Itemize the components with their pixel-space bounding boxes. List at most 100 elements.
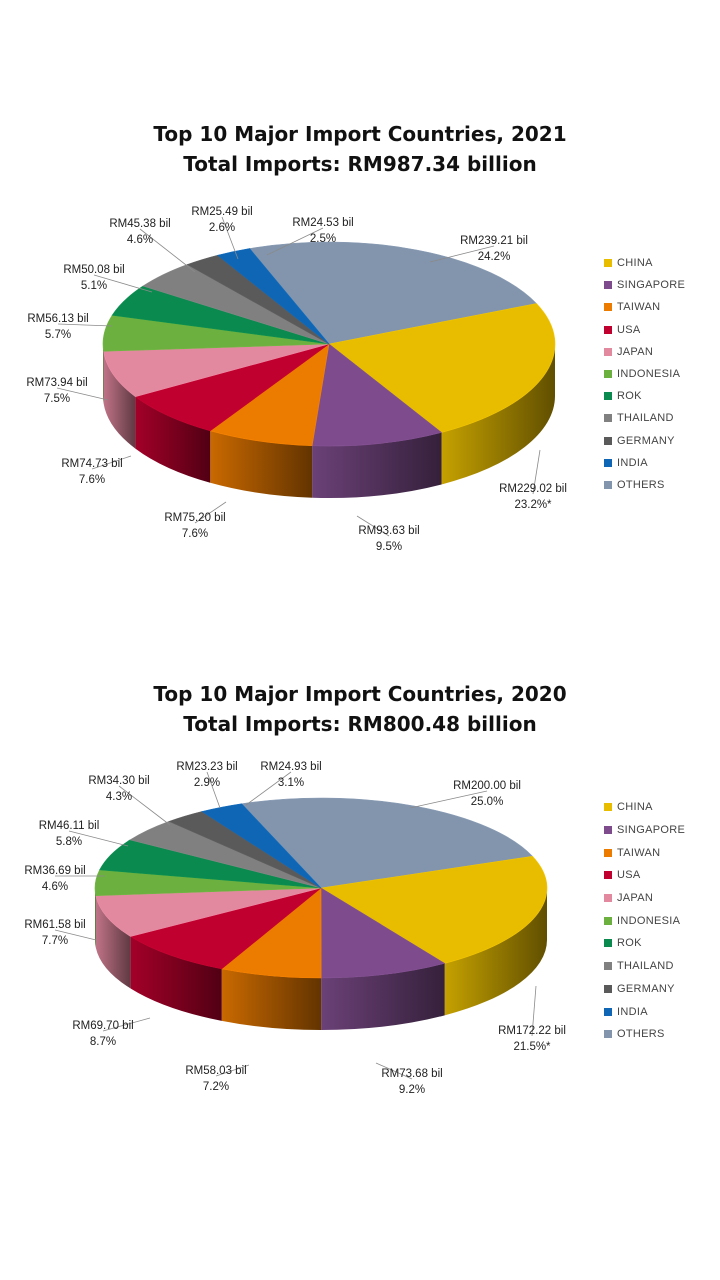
value-label-india: RM24.93 bil (260, 761, 321, 773)
percent-label-taiwan: 7.6% (182, 528, 208, 540)
pie-slice-taiwan[interactable] (221, 887, 322, 979)
legend-item-germany: GERMANY (604, 430, 685, 452)
legend-swatch (604, 894, 612, 903)
data-labels: RM229.02 bil 23.2%* RM93.63 bil 9.5% RM75.20… (26, 206, 567, 553)
legend-label: USA (617, 869, 641, 882)
pie-chart-2021: Top 10 Major Import Countries, 2021 Tota… (0, 100, 720, 660)
legend-item-taiwan: TAIWAN (604, 841, 685, 864)
legend-swatch (604, 392, 612, 401)
leader-line-india (266, 227, 324, 256)
pie-slice-usa[interactable] (134, 343, 330, 432)
percent-label-china: 21.5%* (513, 1041, 551, 1053)
legend-item-usa: USA (604, 319, 685, 341)
percent-label-thailand: 4.6% (127, 234, 153, 246)
legend-item-germany: GERMANY (604, 978, 685, 1001)
legend-label: GERMANY (617, 982, 675, 995)
pie-side-singapore (321, 963, 445, 1030)
percent-label-germany: 2.6% (209, 222, 235, 234)
legend-swatch (604, 848, 612, 857)
percent-label-singapore: 9.2% (399, 1084, 425, 1096)
legend-item-usa: USA (604, 864, 685, 887)
value-label-usa: RM74.73 bil (61, 458, 122, 470)
legend-swatch (604, 803, 612, 812)
legend-swatch (604, 939, 612, 948)
leader-line-taiwan (215, 1064, 250, 1077)
pie-slice-india[interactable] (216, 248, 330, 345)
legend-swatch (604, 458, 612, 467)
pie-slice-usa[interactable] (129, 887, 322, 970)
chart-title: Top 10 Major Import Countries, 2020 (153, 682, 567, 706)
leader-line-others (429, 245, 495, 263)
legend-swatch (604, 303, 612, 312)
legend-item-india: INDIA (604, 1000, 685, 1023)
legend-label: CHINA (617, 801, 653, 814)
legend-item-china: CHINA (604, 796, 685, 819)
leader-line-china (532, 449, 541, 495)
legend-item-thailand: THAILAND (604, 955, 685, 978)
pie-side-china (444, 888, 547, 1016)
legend-swatch (604, 1030, 612, 1039)
chart-legend: CHINA SINGAPORE TAIWAN USA JAPAN INDONESIA ROK… (604, 252, 685, 496)
value-label-singapore: RM93.63 bil (358, 525, 419, 537)
pie-slices (102, 241, 556, 447)
value-label-indonesia: RM56.13 bil (27, 313, 88, 325)
leader-line-usa (91, 455, 132, 470)
leader-line-rok (93, 274, 153, 293)
leader-line-thailand (118, 785, 171, 826)
percent-label-germany: 2.9% (194, 777, 220, 789)
pie-side-walls (103, 344, 555, 498)
percent-label-india: 3.1% (278, 777, 304, 789)
pie-slice-singapore[interactable] (311, 343, 443, 447)
pie-chart-2020: Top 10 Major Import Countries, 2020 Tota… (0, 660, 720, 1220)
pie-slice-japan[interactable] (103, 343, 330, 397)
pie-slice-singapore[interactable] (320, 887, 446, 979)
value-label-japan: RM61.58 bil (24, 919, 85, 931)
chart-legend: CHINA SINGAPORE TAIWAN USA JAPAN INDONESIA ROK… (604, 796, 685, 1046)
leader-line-japan (56, 387, 109, 401)
pie-slice-others[interactable] (240, 797, 534, 889)
legend-item-indonesia: INDONESIA (604, 909, 685, 932)
legend-item-singapore: SINGAPORE (604, 819, 685, 842)
legend-swatch (604, 414, 612, 423)
percent-label-others: 25.0% (471, 796, 504, 808)
legend-swatch (604, 480, 612, 489)
legend-swatch (604, 436, 612, 445)
value-label-thailand: RM45.38 bil (109, 218, 170, 230)
pie-slice-japan[interactable] (95, 887, 322, 937)
leader-line-china (531, 985, 537, 1037)
legend-item-singapore: SINGAPORE (604, 274, 685, 296)
legend-item-others: OTHERS (604, 1023, 685, 1046)
legend-swatch (604, 259, 612, 268)
pie-side-walls (95, 888, 547, 1030)
legend-label: OTHERS (617, 1028, 665, 1041)
legend-label: INDONESIA (617, 368, 681, 381)
percent-label-rok: 5.8% (56, 836, 82, 848)
legend-label: JAPAN (617, 892, 654, 905)
legend-label: INDIA (617, 1005, 648, 1018)
value-label-china: RM229.02 bil (499, 483, 567, 495)
chart-title: Top 10 Major Import Countries, 2021 (153, 122, 567, 146)
legend-swatch (604, 370, 612, 379)
legend-item-taiwan: TAIWAN (604, 296, 685, 318)
legend-item-rok: ROK (604, 932, 685, 955)
pie-slice-india[interactable] (201, 803, 322, 889)
legend-swatch (604, 347, 612, 356)
percent-label-taiwan: 7.2% (203, 1081, 229, 1093)
pie-side-china (441, 344, 555, 485)
chart-subtitle: Total Imports: RM800.48 billion (183, 712, 537, 736)
pie-side-singapore (312, 432, 442, 498)
pie-slice-others[interactable] (248, 241, 538, 345)
legend-label: GERMANY (617, 434, 675, 447)
legend-label: OTHERS (617, 478, 665, 491)
pie-slice-china[interactable] (320, 855, 548, 964)
pie-slice-taiwan[interactable] (209, 343, 330, 447)
value-label-indonesia: RM36.69 bil (24, 865, 85, 877)
pie-slice-china[interactable] (328, 303, 556, 433)
legend-label: ROK (617, 937, 642, 950)
percent-label-indonesia: 5.7% (45, 329, 71, 341)
legend-label: SINGAPORE (617, 824, 686, 837)
leader-line-germany (221, 216, 239, 260)
legend-label: SINGAPORE (617, 279, 686, 292)
leader-line-rok (68, 830, 129, 847)
percent-label-rok: 5.1% (81, 280, 107, 292)
